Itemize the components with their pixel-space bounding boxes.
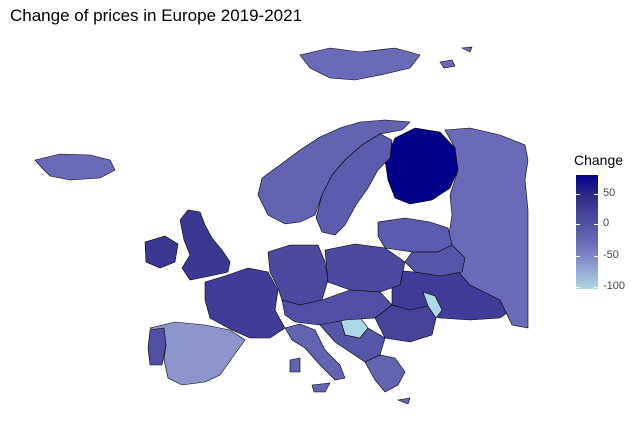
region-iceland [34,153,116,181]
legend-tickmark [594,224,598,225]
region-portugal [147,327,167,366]
legend-tick-label: -100 [603,280,626,292]
region-sweden [315,133,393,236]
legend-tickmark [576,256,580,257]
legend: Change 50 0 -50 -100 [572,152,642,302]
region-russia [444,127,529,329]
legend-tick-label: 0 [603,217,610,229]
legend-tickmark [576,287,580,288]
region-svalbard [299,46,473,81]
region-spain [149,321,246,386]
region-finland [384,127,459,205]
region-balkans [319,317,386,363]
region-central-europe [281,289,393,326]
legend-tickmark [594,256,598,257]
legend-tick-label: -50 [603,249,619,261]
region-belarus [404,244,466,277]
region-greece [364,354,411,405]
legend-tickmark [594,287,598,288]
region-moldova [422,291,443,319]
region-poland [324,243,406,293]
legend-tickmark [576,224,580,225]
legend-tickmark [576,194,580,195]
legend-tickmark [594,194,598,195]
region-italy [284,323,346,393]
legend-tick-label: 50 [603,187,616,199]
legend-title: Change [574,152,624,168]
region-baltics [377,217,453,253]
region-norway [257,119,411,225]
legend-colorbar [576,175,598,289]
region-ireland [144,235,179,269]
chart-title: Change of prices in Europe 2019-2021 [10,6,303,25]
region-united-kingdom [179,209,231,281]
